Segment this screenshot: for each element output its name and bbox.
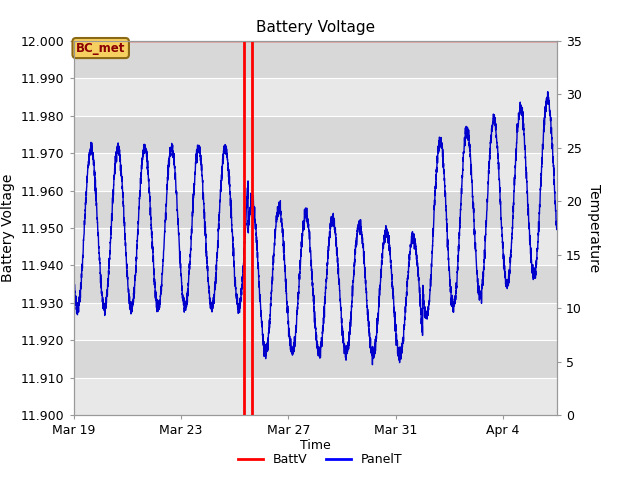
X-axis label: Time: Time bbox=[300, 439, 331, 452]
Y-axis label: Temperature: Temperature bbox=[587, 184, 601, 272]
Bar bbox=[74, 153, 557, 191]
Y-axis label: Battery Voltage: Battery Voltage bbox=[1, 174, 15, 282]
Bar bbox=[74, 41, 557, 78]
Bar bbox=[74, 340, 557, 378]
Bar bbox=[74, 228, 557, 265]
Bar bbox=[74, 265, 557, 303]
Bar bbox=[74, 191, 557, 228]
Bar bbox=[74, 78, 557, 116]
Text: BC_met: BC_met bbox=[76, 42, 125, 55]
Bar bbox=[74, 303, 557, 340]
Legend: BattV, PanelT: BattV, PanelT bbox=[232, 448, 408, 471]
Title: Battery Voltage: Battery Voltage bbox=[255, 21, 375, 36]
Bar bbox=[74, 116, 557, 153]
Bar bbox=[74, 378, 557, 415]
